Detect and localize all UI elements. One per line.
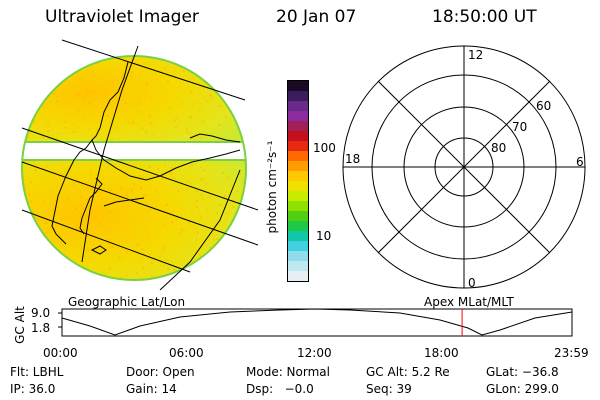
colorbar-segment (288, 211, 308, 221)
info-glat: GLat: −36.8 (486, 365, 559, 379)
mlat-label-80: 80 (491, 141, 506, 155)
info-door: Door: Open (126, 365, 195, 379)
timeline-ytick-low: 1.8 (31, 321, 51, 335)
colorbar-segment (288, 81, 308, 91)
colorbar-segment (288, 221, 308, 231)
colorbar-segment (288, 111, 308, 121)
mlt-label-18: 18 (345, 152, 360, 166)
colorbar-segment (288, 101, 308, 111)
timeline-xtick-3: 18:00 (424, 346, 459, 360)
colorbar-tick-100: 100 (313, 141, 336, 155)
info-filter: Flt: LBHL (10, 365, 64, 379)
timeline-xtick-1: 06:00 (169, 346, 204, 360)
info-gain: Gain: 14 (126, 382, 177, 396)
colorbar-segment (288, 251, 308, 261)
info-dsp: Dsp: −0.0 (246, 382, 314, 396)
colorbar-segment (288, 231, 308, 241)
info-ip: IP: 36.0 (10, 382, 56, 396)
info-glon: GLon: 299.0 (486, 382, 559, 396)
colorbar-segment (288, 121, 308, 131)
mlt-label-6: 6 (576, 155, 584, 169)
timeline-xtick-4: 23:59 (554, 346, 589, 360)
timeline-xtick-2: 12:00 (297, 346, 332, 360)
colorbar-segment (288, 161, 308, 171)
colorbar-segment (288, 91, 308, 101)
colorbar-segment (288, 261, 308, 271)
colorbar-segment (288, 151, 308, 161)
mlt-label-0: 0 (468, 276, 476, 290)
timeline-left-title: Geographic Lat/Lon (68, 295, 186, 309)
colorbar-segment (288, 131, 308, 141)
time-label: 18:50:00 UT (432, 7, 537, 27)
info-mode: Mode: Normal (246, 365, 330, 379)
colorbar-segment (288, 241, 308, 251)
altitude-curve (61, 308, 573, 336)
instrument-title: Ultraviolet Imager (45, 7, 199, 27)
colorbar-segment (288, 191, 308, 201)
timeline-right-title: Apex MLat/MLT (424, 295, 514, 309)
mlat-label-60: 60 (536, 99, 551, 113)
coastline (51, 61, 129, 245)
colorbar-segment (288, 181, 308, 191)
timeline-xtick-0: 00:00 (43, 346, 78, 360)
info-gc-alt: GC Alt: 5.2 Re (366, 365, 450, 379)
info-seq: Seq: 39 (366, 382, 412, 396)
date-label: 20 Jan 07 (276, 7, 357, 27)
colorbar (287, 80, 309, 282)
mlat-label-70: 70 (512, 120, 527, 134)
colorbar-segment (288, 271, 308, 281)
colorbar-segment (288, 141, 308, 151)
colorbar-segment (288, 171, 308, 181)
timeline-ytick-high: 9.0 (31, 306, 51, 320)
colorbar-tick-10: 10 (316, 229, 332, 243)
colorbar-segment (288, 201, 308, 211)
mlt-label-12: 12 (468, 48, 483, 62)
